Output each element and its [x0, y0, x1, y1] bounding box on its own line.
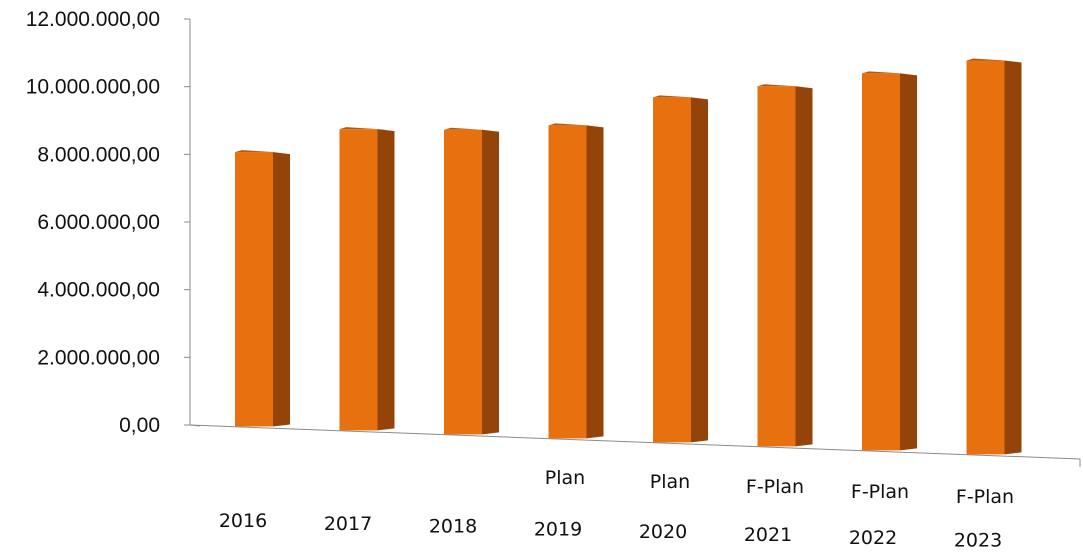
- bar-front-face: [862, 73, 900, 451]
- chart-bars: [235, 58, 1022, 455]
- bar: [235, 150, 290, 427]
- x-tick-label-line1: F-Plan: [956, 486, 1014, 508]
- bar-front-face: [966, 60, 1005, 455]
- bar-side-face: [377, 129, 395, 431]
- bar-side-face: [691, 97, 708, 443]
- bar-front-face: [339, 129, 378, 431]
- bar: [548, 123, 604, 439]
- y-tick-label: 2.000.000,00: [37, 346, 160, 369]
- x-axis-tick-labels: 2016 2017 2018 Plan 2019 Plan 2020 F-Plan 2021 F-…: [219, 467, 1014, 552]
- bar-top-face: [444, 127, 499, 131]
- x-tick-label-line1: Plan: [650, 471, 690, 493]
- x-axis-back-edge: [189, 424, 201, 427]
- bar: [757, 84, 813, 447]
- bar-top-face: [235, 150, 290, 154]
- bar-side-face: [900, 73, 917, 451]
- bar-top-face: [966, 58, 1022, 62]
- x-tick-label-line1: F-Plan: [746, 476, 804, 498]
- y-axis-tick-labels: 0,00 2.000.000,00 4.000.000,00 6.000.000,00…: [26, 8, 160, 437]
- x-tick-label-year: 2016: [219, 510, 267, 532]
- x-tick-label-year: 2018: [429, 516, 477, 538]
- x-axis-floor-line: [189, 424, 1081, 467]
- bar-top-face: [339, 127, 395, 131]
- bar-front-face: [444, 129, 482, 435]
- bar: [966, 58, 1022, 455]
- y-tick-label: 12.000.000,00: [26, 8, 160, 31]
- bar-front-face: [653, 97, 691, 443]
- bar: [862, 71, 917, 451]
- bar-top-face: [862, 71, 917, 75]
- bar-top-face: [653, 95, 708, 99]
- y-tick-label: 0,00: [119, 414, 160, 437]
- bar-side-face: [795, 86, 813, 447]
- bar-front-face: [235, 152, 273, 427]
- bar-top-face: [757, 84, 813, 88]
- x-tick-label-line1: Plan: [545, 467, 585, 489]
- x-tick-label-year: 2021: [744, 524, 792, 546]
- chart-axes: [184, 18, 1081, 467]
- bar: [339, 127, 395, 431]
- y-tick-label: 6.000.000,00: [37, 211, 160, 234]
- x-tick-label-year: 2020: [639, 521, 687, 543]
- x-tick-label-year: 2022: [849, 527, 897, 549]
- bar-side-face: [482, 129, 499, 435]
- y-tick-label: 8.000.000,00: [37, 143, 160, 166]
- bar-side-face: [273, 152, 290, 427]
- x-tick-label-year: 2023: [954, 530, 1002, 552]
- bar-side-face: [586, 125, 604, 439]
- bar-front-face: [757, 86, 796, 447]
- y-tick-label: 4.000.000,00: [37, 279, 160, 302]
- bar-side-face: [1004, 60, 1022, 455]
- x-tick-label-year: 2019: [534, 518, 582, 540]
- bar: [653, 95, 708, 443]
- bar: [444, 127, 499, 435]
- x-tick-label-year: 2017: [324, 513, 372, 535]
- bar-top-face: [548, 123, 604, 127]
- bar-front-face: [548, 125, 587, 439]
- x-tick-label-line1: F-Plan: [851, 481, 909, 503]
- y-tick-label: 10.000.000,00: [26, 76, 160, 99]
